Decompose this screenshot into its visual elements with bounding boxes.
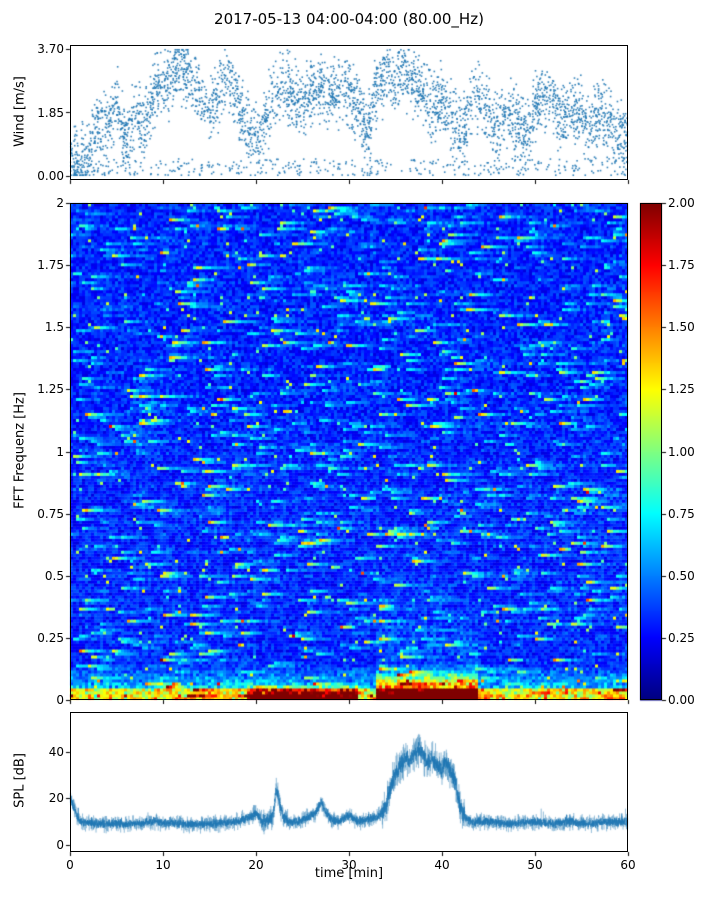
colorbar-tick-label: 1.25 xyxy=(668,382,695,397)
time-x-axis-label: time [min] xyxy=(314,866,384,881)
wind-ytick-label: 3.70 xyxy=(37,42,64,57)
spl-ytick-label: 40 xyxy=(48,744,64,759)
time-xtick-label: 50 xyxy=(527,858,543,872)
time-xtick-label: 60 xyxy=(620,858,636,872)
spl-ytick-label: 0 xyxy=(56,838,64,852)
fft-ytick-label: 0.75 xyxy=(37,506,64,521)
fft-ytick-label: 0.25 xyxy=(37,630,64,645)
wind-ytick-label: 1.85 xyxy=(37,105,64,120)
fft-ytick-label: 1.5 xyxy=(44,320,64,335)
fft-ytick-label: 2 xyxy=(56,196,64,210)
time-xtick-label: 20 xyxy=(248,858,264,872)
colorbar-tick-label: 0.75 xyxy=(668,506,695,521)
colorbar-tick-label: 1.50 xyxy=(668,320,695,335)
colorbar-tick-label: 2.00 xyxy=(668,196,695,210)
chart-title: 2017-05-13 04:00-04:00 (80.00_Hz) xyxy=(214,10,484,28)
colorbar-tick-label: 0.50 xyxy=(668,568,695,583)
time-xtick-label: 10 xyxy=(155,858,171,872)
time-xtick-label: 30 xyxy=(341,858,357,872)
spl-ytick-label: 20 xyxy=(48,791,64,806)
fft-ytick-label: 0.5 xyxy=(44,568,64,583)
time-xtick-label: 0 xyxy=(66,858,74,872)
wind-ytick-label: 0.00 xyxy=(37,168,64,183)
fft-ytick-label: 1 xyxy=(56,444,64,459)
fft-ytick-label: 0 xyxy=(56,693,64,707)
colorbar-tick-label: 0.00 xyxy=(668,693,695,707)
fft-ytick-label: 1.75 xyxy=(37,258,64,273)
colorbar-tick-label: 0.25 xyxy=(668,630,695,645)
time-xtick-label: 40 xyxy=(434,858,450,872)
colorbar-tick-label: 1.00 xyxy=(668,444,695,459)
colorbar-tick-label: 1.75 xyxy=(668,258,695,273)
fft-ytick-label: 1.25 xyxy=(37,382,64,397)
